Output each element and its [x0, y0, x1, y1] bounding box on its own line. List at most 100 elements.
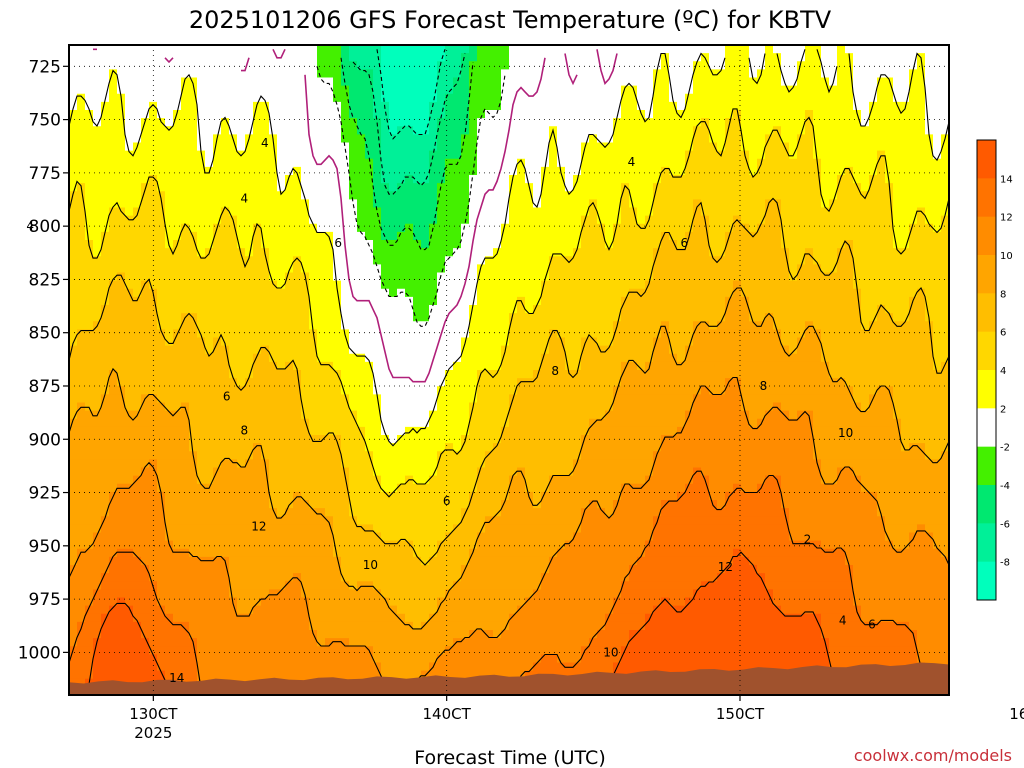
field-cell: [85, 85, 94, 95]
field-cell: [333, 443, 342, 452]
field-cell: [77, 573, 86, 582]
field-cell: [453, 670, 462, 680]
field-cell: [413, 402, 422, 412]
field-cell: [205, 630, 214, 639]
field-cell: [245, 662, 254, 672]
field-cell: [293, 646, 302, 655]
field-cell: [117, 142, 126, 152]
field-cell: [493, 402, 502, 412]
field-cell: [85, 597, 94, 607]
field-cell: [381, 581, 390, 590]
field-cell: [493, 500, 502, 509]
field-cell: [349, 158, 358, 168]
field-cell: [341, 386, 350, 395]
field-cell: [541, 183, 550, 192]
field-cell: [229, 158, 238, 168]
field-cell: [197, 134, 206, 144]
field-cell: [149, 69, 158, 79]
field-cell: [165, 459, 174, 469]
field-cell: [125, 77, 134, 87]
field-cell: [517, 118, 526, 127]
field-cell: [253, 491, 262, 501]
field-cell: [77, 288, 86, 298]
field-cell: [165, 394, 174, 404]
field-cell: [277, 93, 286, 103]
field-cell: [149, 85, 158, 95]
field-cell: [205, 215, 214, 225]
field-cell: [429, 240, 438, 249]
field-cell: [109, 53, 118, 62]
field-cell: [157, 272, 166, 282]
field-cell: [405, 500, 414, 509]
field-cell: [165, 166, 174, 176]
field-cell: [125, 654, 134, 664]
field-cell: [341, 646, 350, 655]
field-cell: [509, 378, 518, 387]
field-cell: [517, 248, 526, 257]
field-cell: [117, 654, 126, 664]
field-cell: [541, 532, 550, 542]
field-cell: [413, 467, 422, 477]
field-cell: [181, 101, 190, 111]
field-cell: [309, 491, 318, 501]
field-cell: [341, 313, 350, 322]
field-cell: [149, 207, 158, 217]
field-cell: [389, 410, 398, 420]
field-cell: [477, 597, 486, 607]
field-cell: [309, 158, 318, 168]
field-cell: [237, 175, 246, 184]
field-cell: [173, 175, 182, 184]
field-cell: [533, 451, 542, 460]
field-cell: [157, 426, 166, 436]
field-cell: [93, 443, 102, 452]
field-cell: [125, 199, 134, 209]
field-cell: [197, 69, 206, 79]
field-cell: [349, 394, 358, 404]
field-cell: [301, 345, 310, 355]
field-cell: [205, 670, 214, 680]
field-cell: [181, 524, 190, 534]
field-cell: [349, 166, 358, 176]
field-cell: [437, 45, 446, 54]
field-cell: [253, 69, 262, 79]
field-cell: [253, 272, 262, 282]
field-cell: [173, 565, 182, 574]
field-cell: [461, 475, 470, 485]
field-cell: [325, 565, 334, 574]
field-cell: [285, 548, 294, 558]
field-cell: [117, 662, 126, 672]
field-cell: [157, 288, 166, 298]
field-cell: [149, 305, 158, 314]
field-cell: [117, 53, 126, 62]
field-cell: [381, 223, 390, 233]
field-cell: [229, 93, 238, 103]
field-cell: [293, 581, 302, 590]
field-cell: [501, 524, 510, 534]
field-cell: [269, 93, 278, 103]
field-cell: [197, 394, 206, 404]
field-cell: [285, 491, 294, 501]
field-cell: [133, 240, 142, 249]
field-cell: [557, 532, 566, 542]
field-cell: [469, 361, 478, 371]
field-cell: [557, 215, 566, 225]
field-cell: [389, 207, 398, 217]
field-cell: [285, 459, 294, 469]
field-cell: [405, 337, 414, 347]
field-cell: [101, 532, 110, 542]
field-cell: [109, 662, 118, 672]
field-cell: [389, 548, 398, 558]
field-cell: [253, 589, 262, 599]
field-cell: [285, 589, 294, 599]
field-cell: [69, 231, 78, 241]
field-cell: [237, 264, 246, 274]
field-cell: [253, 296, 262, 306]
field-cell: [469, 118, 478, 127]
field-cell: [437, 483, 446, 493]
field-cell: [549, 240, 558, 249]
field-cell: [453, 573, 462, 582]
field-cell: [469, 223, 478, 233]
field-cell: [101, 386, 110, 395]
field-cell: [157, 646, 166, 655]
field-cell: [525, 296, 534, 306]
